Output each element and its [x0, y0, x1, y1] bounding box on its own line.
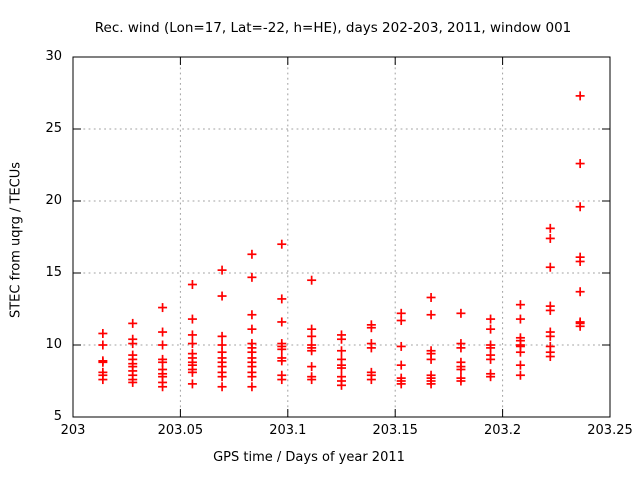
data-point-marker	[486, 314, 496, 324]
data-point-marker	[158, 382, 168, 392]
data-point-marker	[426, 354, 436, 364]
data-point-marker	[217, 382, 227, 392]
data-point-marker	[396, 316, 406, 326]
y-tick-label: 5	[53, 409, 62, 424]
data-point-marker	[396, 360, 406, 370]
data-point-marker	[575, 159, 585, 169]
data-point-marker	[307, 362, 317, 372]
data-point-marker	[486, 372, 496, 382]
y-tick-label: 20	[45, 193, 62, 208]
data-point-marker	[545, 352, 555, 362]
data-point-marker	[158, 340, 168, 350]
data-point-marker	[575, 287, 585, 297]
data-point-marker	[337, 380, 346, 390]
x-tick-label: 203.05	[157, 423, 204, 438]
data-point-marker	[456, 364, 466, 374]
data-point-marker	[575, 202, 585, 212]
y-tick-label: 25	[45, 121, 62, 136]
chart-title: Rec. wind (Lon=17, Lat=-22, h=HE), days …	[94, 20, 572, 36]
data-point-marker	[187, 379, 197, 389]
data-point-marker	[337, 334, 346, 344]
data-point-marker	[217, 265, 227, 275]
data-point-marker	[545, 305, 555, 315]
data-point-marker	[247, 382, 257, 392]
data-point-marker	[247, 272, 257, 282]
data-point-marker	[515, 347, 525, 357]
data-point-marker	[247, 249, 257, 259]
data-point-marker	[426, 292, 436, 302]
data-point-marker	[515, 300, 525, 310]
data-point-marker	[187, 280, 197, 290]
y-tick-label: 30	[45, 49, 62, 64]
plot-border	[72, 56, 611, 418]
x-tick-label: 203.15	[372, 423, 418, 438]
data-point-marker	[128, 377, 138, 387]
data-point-marker	[247, 372, 257, 382]
data-point-marker	[307, 375, 317, 385]
data-point-marker	[426, 310, 436, 320]
data-point-marker	[187, 367, 197, 377]
x-tick-label: 203	[60, 423, 86, 438]
data-point-marker	[426, 379, 436, 389]
data-point-marker	[366, 375, 376, 385]
data-point-marker	[515, 360, 525, 370]
data-point-marker	[98, 340, 108, 350]
data-point-marker	[158, 303, 168, 313]
data-point-marker	[456, 376, 466, 386]
axes-border	[72, 56, 611, 418]
data-point-marker	[277, 356, 287, 366]
data-point-marker	[187, 330, 197, 340]
data-point-marker	[247, 324, 257, 334]
data-point-marker	[128, 339, 138, 349]
data-point-markers	[98, 91, 585, 392]
data-point-marker	[456, 308, 466, 318]
data-point-marker	[545, 223, 555, 233]
data-point-marker	[337, 346, 346, 356]
data-point-marker	[545, 262, 555, 272]
data-point-marker	[575, 321, 585, 331]
x-axis-label: GPS time / Days of year 2011	[213, 450, 405, 465]
x-tick-label: 203.25	[587, 423, 633, 438]
data-point-marker	[486, 354, 496, 364]
data-point-marker	[158, 327, 168, 337]
data-point-marker	[277, 344, 287, 354]
data-point-marker	[98, 357, 108, 367]
data-point-marker	[98, 375, 108, 385]
x-tick-label: 203.1	[269, 423, 307, 438]
data-point-marker	[575, 256, 585, 266]
data-point-marker	[545, 233, 555, 243]
data-point-marker	[515, 370, 525, 380]
data-point-marker	[307, 346, 317, 356]
data-point-marker	[247, 310, 257, 320]
data-point-marker	[217, 372, 227, 382]
data-point-marker	[277, 317, 287, 327]
data-point-marker	[217, 291, 227, 301]
x-tick-label: 203.2	[483, 423, 522, 438]
data-point-marker	[545, 331, 555, 341]
y-tick-label: 15	[45, 265, 62, 280]
data-point-marker	[187, 314, 197, 324]
data-point-marker	[515, 314, 525, 324]
data-point-marker	[128, 318, 138, 328]
data-point-marker	[337, 363, 346, 373]
data-point-marker	[187, 339, 197, 349]
data-point-marker	[277, 375, 287, 385]
y-tick-label: 10	[45, 337, 62, 352]
data-point-marker	[366, 343, 376, 353]
data-point-marker	[456, 343, 466, 353]
data-point-marker	[396, 341, 406, 351]
data-point-marker	[396, 379, 406, 389]
data-point-marker	[307, 331, 317, 341]
data-point-marker	[486, 324, 496, 334]
data-point-marker	[366, 323, 376, 333]
data-point-marker	[98, 328, 108, 338]
data-point-marker	[575, 91, 585, 101]
data-point-marker	[307, 275, 317, 285]
data-point-marker	[277, 239, 287, 249]
data-point-marker	[277, 294, 287, 304]
data-point-marker	[217, 331, 227, 341]
